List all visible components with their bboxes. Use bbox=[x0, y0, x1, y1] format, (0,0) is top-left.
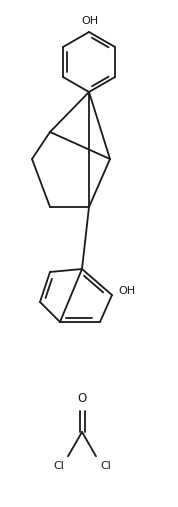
Text: Cl: Cl bbox=[100, 461, 111, 471]
Text: O: O bbox=[77, 392, 87, 405]
Text: OH: OH bbox=[82, 16, 99, 26]
Text: OH: OH bbox=[118, 286, 135, 296]
Text: Cl: Cl bbox=[53, 461, 64, 471]
